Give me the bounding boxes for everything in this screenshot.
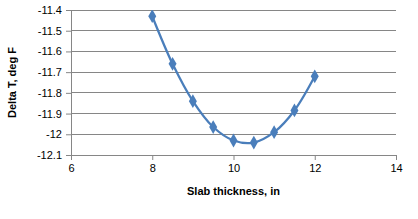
x-tick-mark — [234, 155, 235, 160]
y-tick-label: -11.7 — [38, 66, 62, 78]
line — [152, 16, 315, 143]
grid-line — [71, 30, 396, 31]
y-tick-mark — [66, 114, 71, 115]
plot-area: 68101214-11.4-11.5-11.6-11.7-11.8-11.9-1… — [37, 4, 403, 174]
x-tick-label: 14 — [390, 162, 402, 174]
marker — [169, 57, 177, 71]
chart: 68101214-11.4-11.5-11.6-11.7-11.8-11.9-1… — [0, 0, 418, 219]
y-tick: -11.5 — [38, 25, 71, 37]
x-tick-label: 6 — [68, 162, 74, 174]
y-tick-label: -11.8 — [38, 87, 62, 99]
marker — [230, 134, 238, 148]
y-tick: -11.7 — [38, 66, 71, 78]
marker — [311, 69, 319, 83]
x-tick: 12 — [309, 155, 321, 174]
x-tick-mark — [315, 155, 316, 160]
series — [148, 10, 318, 149]
y-tick: -12.1 — [37, 149, 71, 161]
marker — [250, 136, 258, 150]
x-tick: 14 — [390, 155, 402, 174]
grid-line — [71, 92, 396, 93]
y-tick-mark — [66, 31, 71, 32]
y-tick: -11.8 — [38, 87, 71, 99]
y-tick: -11.9 — [38, 108, 71, 120]
x-tick-label: 8 — [150, 162, 156, 174]
marker — [270, 125, 278, 139]
y-axis-title: Delta T, deg F — [6, 47, 18, 118]
grid — [71, 10, 396, 155]
y-tick-mark — [66, 10, 71, 11]
y-tick-mark — [66, 134, 71, 135]
x-axis: 6 8 10 12 14 — [68, 155, 402, 174]
marker — [209, 120, 217, 134]
marker — [290, 104, 298, 118]
y-tick-mark — [66, 51, 71, 52]
x-tick-mark — [396, 155, 397, 160]
y-tick-label: -12 — [46, 128, 62, 140]
grid-line — [71, 72, 396, 73]
y-tick-label: -11.9 — [38, 108, 62, 120]
grid-line — [71, 51, 396, 52]
y-tick-mark — [66, 72, 71, 73]
y-axis-line — [66, 11, 72, 156]
marker — [189, 94, 197, 108]
x-tick-label: 10 — [228, 162, 240, 174]
x-tick-label: 12 — [309, 162, 321, 174]
x-axis-title: Slab thickness, in — [187, 185, 280, 197]
y-tick-label: -12.1 — [37, 149, 62, 161]
y-tick-mark — [66, 155, 71, 156]
y-tick: -11.4 — [38, 4, 71, 16]
x-tick: 6 — [68, 155, 74, 174]
x-tick: 10 — [228, 155, 240, 174]
x-axis-line — [72, 156, 397, 161]
grid-line — [71, 10, 396, 11]
y-tick-mark — [66, 93, 71, 94]
y-tick-label: -11.5 — [38, 25, 62, 37]
x-tick-mark — [152, 155, 153, 160]
y-tick: -12 — [46, 128, 71, 140]
marker — [148, 10, 156, 23]
y-axis: -11.4 -11.5 -11.6 -11.7 -11.8 -11.9 -12 -12.1 — [37, 4, 72, 161]
y-tick-label: -11.6 — [38, 45, 62, 57]
y-tick-label: -11.4 — [38, 4, 62, 16]
y-tick: -11.6 — [38, 45, 71, 57]
grid-line — [71, 113, 396, 114]
x-tick: 8 — [150, 155, 156, 174]
